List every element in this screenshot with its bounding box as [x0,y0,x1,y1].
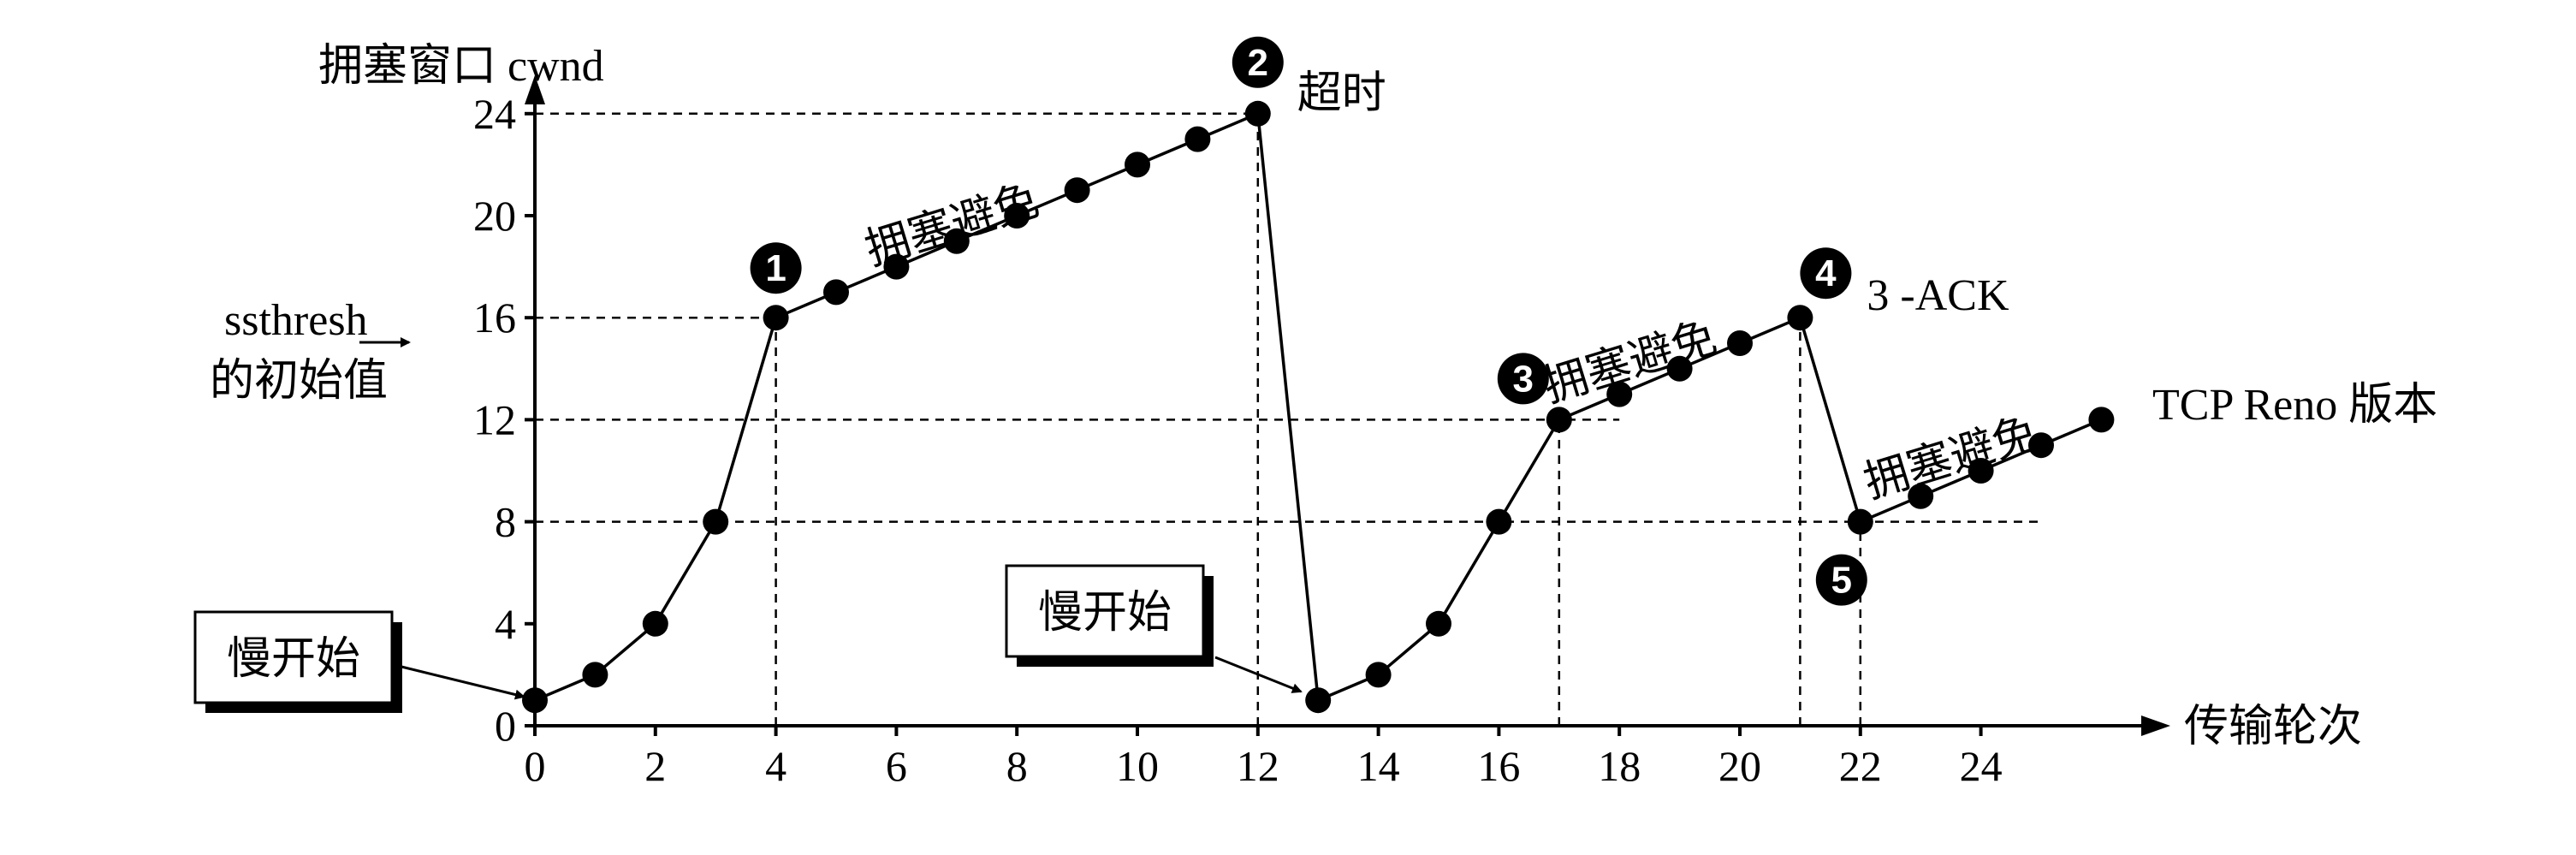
y-tick-label: 20 [473,192,516,240]
data-point [1125,151,1150,178]
data-point [823,279,849,306]
phase-marker-circle [750,242,802,294]
data-point [1184,126,1211,152]
data-point [703,508,729,535]
phase-marker-circle [1497,353,1549,405]
phase-marker: 3 [1497,353,1549,405]
phase-marker-circle [1815,554,1867,606]
data-points [522,100,2115,714]
x-tick-label: 4 [765,742,786,790]
y-ticks: 0 4 8 12 16 20 24 [473,90,535,750]
x-tick-label: 8 [1006,742,1028,790]
guide-lines [535,112,2041,726]
phase-marker-circle [1800,247,1852,300]
series-cwnd [534,111,2103,703]
x-tick-label: 14 [1357,742,1400,790]
x-axis-title: 传输轮次 [2184,703,2362,751]
slow-start-arrow-2 [1214,656,1303,693]
x-tick-label: 12 [1237,742,1279,790]
data-point [1244,100,1271,127]
slow-start-label-1: 慢开始 [227,635,360,684]
three-ack-label: 3 -ACK [1867,271,2009,320]
slow-start-box-2: 慢开始 [1005,564,1303,693]
phase-marker-number: 2 [1248,42,1268,84]
y-tick-label: 24 [473,90,516,138]
data-point [1787,305,1813,331]
phase-marker-number: 3 [1513,358,1534,400]
congestion-avoidance-label-1: 拥塞避免 [860,176,1045,275]
data-point [1004,203,1030,229]
x-tick-label: 2 [644,742,666,790]
data-point [1546,407,1572,433]
phase-marker: 4 [1800,247,1852,300]
data-point [1666,355,1693,382]
phase-marker-number: 4 [1815,252,1837,294]
x-ticks: 0 2 4 6 8 10 12 14 16 18 20 22 24 [525,726,2003,790]
data-point [1064,177,1090,204]
data-point [2088,407,2115,433]
data-point [1365,662,1392,688]
x-tick-label: 6 [886,742,907,790]
x-tick-label: 20 [1718,742,1761,790]
phase-marker: 5 [1815,554,1867,606]
x-tick-label: 18 [1598,742,1641,790]
data-point [1486,508,1512,535]
phase-marker: 1 [750,242,802,294]
congestion-avoidance-label-3: 拥塞避免 [1859,409,2044,508]
y-axis-arrow [525,75,545,104]
data-point [2028,432,2054,459]
series-line [534,111,2103,703]
x-tick-label: 22 [1839,742,1882,790]
data-point [1426,610,1451,637]
ssthresh-label: ssthresh [224,296,368,345]
x-axis-arrow [2141,715,2170,736]
slow-start-box-1: 慢开始 [193,610,525,713]
data-point [642,610,668,637]
data-point [883,253,910,280]
data-point [1305,687,1332,714]
data-point [582,662,608,688]
y-tick-label: 16 [473,294,516,341]
y-axis-title: 拥塞窗口 cwnd [318,42,604,91]
y-tick-label: 12 [473,395,516,443]
y-tick-label: 8 [495,498,516,546]
x-tick-label: 24 [1960,742,2003,790]
phase-marker-number: 1 [765,247,786,289]
data-point [1908,483,1934,509]
x-tick-label: 10 [1116,742,1159,790]
phase-marker-circle [1232,36,1284,88]
data-point [1968,458,1994,484]
data-point [1727,330,1753,356]
data-point [763,305,789,331]
timeout-label: 超时 [1297,69,1386,118]
phase-marker: 2 [1232,36,1284,88]
reno-label: TCP Reno 版本 [2152,381,2437,430]
data-point [943,228,970,254]
data-point [1847,508,1873,535]
slow-start-arrow-1 [397,664,525,700]
data-point [522,687,548,714]
phase-markers: 1 2 3 4 5 [750,36,1867,606]
y-tick-label: 0 [495,702,516,750]
x-tick-label: 16 [1477,742,1520,790]
slow-start-label-2: 慢开始 [1038,589,1172,638]
y-tick-label: 4 [495,600,516,648]
phase-marker-number: 5 [1831,560,1852,602]
x-tick-label: 0 [525,742,546,790]
data-point [1606,381,1633,407]
ssthresh-label-2: 的初始值 [210,357,388,406]
